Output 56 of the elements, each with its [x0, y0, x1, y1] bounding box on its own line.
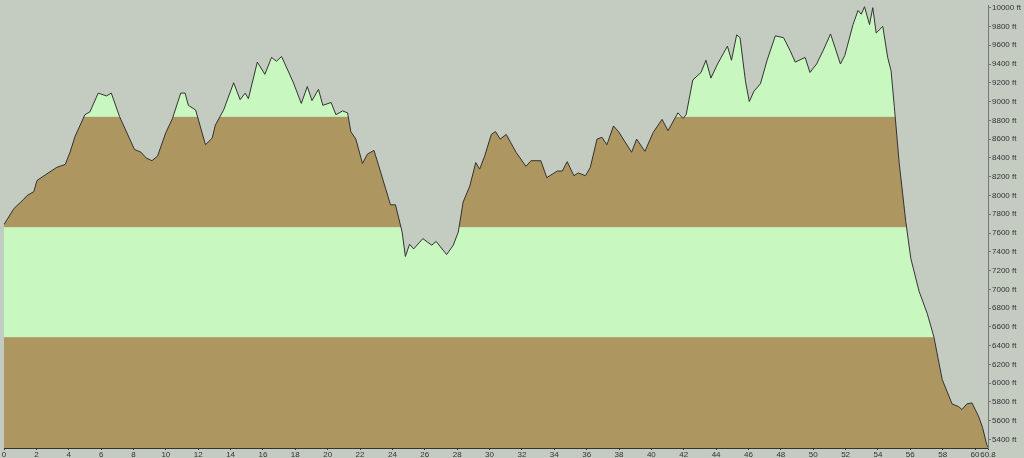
y-tick-label: 7000 ft — [992, 284, 1018, 294]
x-tick-label: 52 — [841, 450, 851, 458]
x-tick-label: 38 — [614, 450, 624, 458]
x-tick-label: 40 — [646, 450, 657, 458]
x-tick-label: 44 — [711, 450, 722, 458]
y-tick-label: 6600 ft — [992, 322, 1018, 332]
y-tick-label: 6800 ft — [992, 303, 1018, 313]
x-tick-label: 6 — [98, 450, 104, 458]
y-tick-label: 9600 ft — [992, 40, 1018, 50]
y-tick-label: 5800 ft — [992, 397, 1018, 407]
y-tick-label: 7400 ft — [992, 246, 1018, 256]
y-tick-label: 6400 ft — [992, 340, 1018, 350]
y-tick-label: 9800 ft — [992, 21, 1018, 31]
y-tick-label: 7600 ft — [992, 228, 1018, 238]
x-tick-label: 2 — [34, 450, 40, 458]
x-tick-label: 54 — [873, 450, 883, 458]
x-tick-label: 24 — [387, 450, 398, 458]
x-tick-label: 26 — [420, 450, 430, 458]
y-tick-label: 6000 ft — [992, 378, 1018, 388]
x-tick-label: 50 — [808, 450, 819, 458]
x-tick-label: 60 — [970, 450, 981, 458]
y-tick-label: 7200 ft — [992, 265, 1018, 275]
y-tick-label: 5400 ft — [992, 434, 1018, 444]
y-tick-label: 6200 ft — [992, 359, 1018, 369]
x-tick-label: 32 — [517, 450, 527, 458]
y-tick-label: 9000 ft — [992, 96, 1018, 106]
x-tick-label: 30 — [485, 450, 495, 458]
x-tick-label: 20 — [323, 450, 333, 458]
y-tick-label: 8400 ft — [992, 153, 1018, 163]
x-tick-label: 8 — [131, 450, 137, 458]
y-tick-label: 8000 ft — [992, 190, 1018, 200]
x-tick-label: 28 — [452, 450, 463, 458]
x-tick-label: 22 — [355, 450, 366, 458]
x-tick-label: 46 — [744, 450, 754, 458]
x-tick-label: 34 — [549, 450, 560, 458]
y-tick-label: 10000 ft — [992, 2, 1022, 12]
y-tick-label: 9200 ft — [992, 77, 1018, 87]
x-tick-label: 12 — [193, 450, 204, 458]
x-tick-label: 4 — [66, 450, 72, 458]
y-tick-label: 5600 ft — [992, 415, 1018, 425]
x-tick-label: 0 — [1, 450, 7, 458]
x-tick-label: 60.8 — [980, 450, 997, 458]
x-tick-label: 10 — [161, 450, 171, 458]
y-tick-label: 8800 ft — [992, 115, 1018, 125]
y-tick-label: 9400 ft — [992, 59, 1018, 69]
x-tick-label: 42 — [679, 450, 689, 458]
x-tick-label: 56 — [905, 450, 916, 458]
x-tick-label: 36 — [582, 450, 592, 458]
y-tick-label: 8600 ft — [992, 134, 1018, 144]
x-tick-label: 48 — [776, 450, 786, 458]
y-tick-label: 7800 ft — [992, 209, 1018, 219]
x-tick-label: 58 — [938, 450, 948, 458]
x-tick-label: 16 — [258, 450, 268, 458]
x-tick-label: 18 — [290, 450, 301, 458]
y-tick-label: 8200 ft — [992, 171, 1018, 181]
x-tick-label: 14 — [226, 450, 236, 458]
